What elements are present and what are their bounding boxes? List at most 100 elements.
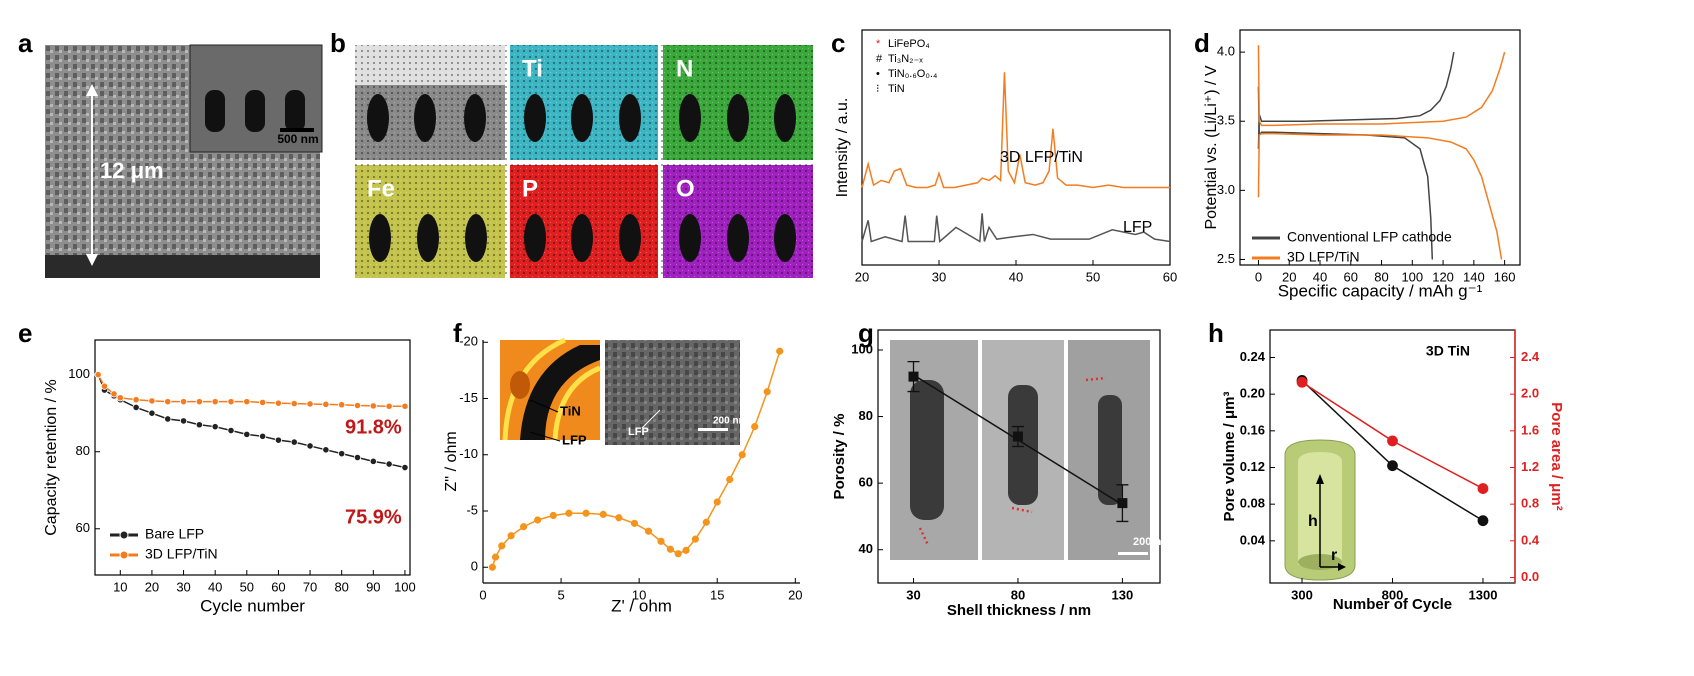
data-point — [353, 453, 362, 462]
data-point — [353, 401, 362, 410]
x-tick-label: 20 — [145, 579, 159, 594]
data-point — [630, 519, 639, 527]
data-point — [726, 475, 734, 484]
element-label: P — [522, 175, 538, 202]
data-point — [520, 523, 528, 531]
x-tick-label: 800 — [1382, 587, 1404, 602]
data-point — [132, 403, 140, 412]
data-point — [338, 450, 346, 458]
x-tick-label: 100 — [1401, 269, 1423, 284]
data-line — [97, 374, 406, 469]
data-point — [1012, 431, 1023, 442]
y-axis-label: Intensity / a.u. — [834, 98, 851, 198]
y-axis-label: Porosity / % — [831, 414, 848, 500]
data-point — [702, 518, 710, 526]
y-tick-label: 0 — [471, 559, 478, 574]
data-point — [369, 402, 377, 410]
data-point — [243, 430, 251, 438]
data-point — [322, 446, 330, 454]
x-tick-label: 40 — [1009, 269, 1023, 284]
x-tick-label: 100 — [394, 579, 416, 594]
panel-letter: h — [1208, 318, 1224, 348]
legend-text: Bare LFP — [145, 526, 204, 542]
data-point — [274, 436, 283, 444]
y-axis-label: Z'' / ohm — [443, 431, 460, 491]
y-tick-label: -20 — [459, 334, 478, 349]
scale-bar — [280, 128, 314, 132]
data-point — [666, 545, 674, 553]
x-axis-label: Cycle number — [200, 596, 305, 615]
y-axis-label: Capacity retention / % — [43, 379, 60, 536]
annotation: h — [1308, 513, 1318, 530]
data-point — [1387, 435, 1398, 447]
data-point — [243, 398, 251, 406]
data-point — [116, 394, 124, 402]
data-point — [274, 399, 283, 407]
x-axis-label: Z' / ohm — [611, 596, 672, 615]
legend-marker — [119, 550, 129, 560]
data-point — [385, 460, 393, 468]
data-point — [290, 399, 298, 408]
legend-symbol: # — [876, 53, 883, 65]
data-line — [861, 213, 1171, 243]
x-tick-label: 10 — [632, 587, 646, 602]
x-tick-label: 80 — [334, 579, 348, 594]
element-label: O — [676, 175, 695, 202]
scale-label: 500 nm — [277, 132, 318, 146]
data-point — [488, 563, 496, 571]
x-tick-label: 30 — [932, 269, 946, 284]
y-tick-label: 80 — [76, 443, 90, 458]
y2-tick-label: 0.4 — [1521, 532, 1540, 547]
data-point — [1296, 376, 1308, 388]
x-tick-label: 90 — [366, 579, 380, 594]
x-tick-label: 60 — [271, 579, 285, 594]
legend-text: 3D LFP/TiN — [145, 546, 218, 562]
x-tick-label: 10 — [113, 579, 127, 594]
x-tick-label: 0 — [479, 587, 486, 602]
legend-text: Conventional LFP cathode — [1287, 229, 1452, 245]
data-point — [1477, 483, 1489, 494]
y-tick-label: 60 — [859, 475, 873, 490]
chart-title: 3D TiN — [1426, 343, 1470, 359]
data-point — [691, 535, 699, 543]
plot-frame — [1239, 29, 1521, 266]
y-tick-label: -5 — [466, 502, 478, 517]
element-label: Ti — [522, 55, 543, 82]
data-point — [195, 398, 203, 406]
panel-letter: e — [18, 318, 32, 348]
series-label: LFP — [1123, 219, 1152, 236]
x-tick-label: 140 — [1463, 269, 1485, 284]
height-label: 12 μm — [100, 158, 164, 183]
legend-symbol: * — [876, 38, 881, 50]
y-tick-label: 100 — [68, 366, 90, 381]
x-tick-label: 120 — [1432, 269, 1454, 284]
series-label: 3D LFP/TiN — [1000, 149, 1083, 166]
x-axis-label: Shell thickness / nm — [947, 602, 1091, 619]
legend-text: Ti₃N₂₋ₓ — [888, 53, 923, 65]
data-point — [195, 421, 203, 429]
data-point — [227, 426, 235, 435]
y-axis-label: Potential vs. (Li/Li⁺) / V — [1203, 65, 1220, 229]
element-label: Fe — [367, 175, 395, 202]
y2-tick-label: 2.4 — [1521, 349, 1540, 364]
x-tick-label: 30 — [906, 587, 920, 602]
x-tick-label: 15 — [710, 587, 724, 602]
plot-frame — [877, 329, 1161, 584]
y-tick-label: -10 — [459, 446, 478, 461]
legend-text: TiN₀.₆O₀.₄ — [888, 68, 938, 80]
x-tick-label: 300 — [1291, 587, 1313, 602]
data-point — [713, 498, 721, 506]
annotation: 75.9% — [345, 506, 402, 528]
x-tick-label: 5 — [557, 587, 564, 602]
y2-axis-label: Pore area / μm² — [1548, 402, 1565, 510]
data-point — [549, 511, 557, 520]
x-tick-label: 60 — [1163, 269, 1177, 284]
y2-tick-label: 1.2 — [1521, 459, 1539, 474]
x-axis-label: Number of Cycle — [1333, 596, 1452, 613]
data-point — [290, 438, 298, 446]
panel-letter: b — [330, 28, 346, 58]
data-point — [908, 371, 919, 382]
data-point — [211, 423, 219, 431]
panel-letter: c — [831, 28, 845, 58]
